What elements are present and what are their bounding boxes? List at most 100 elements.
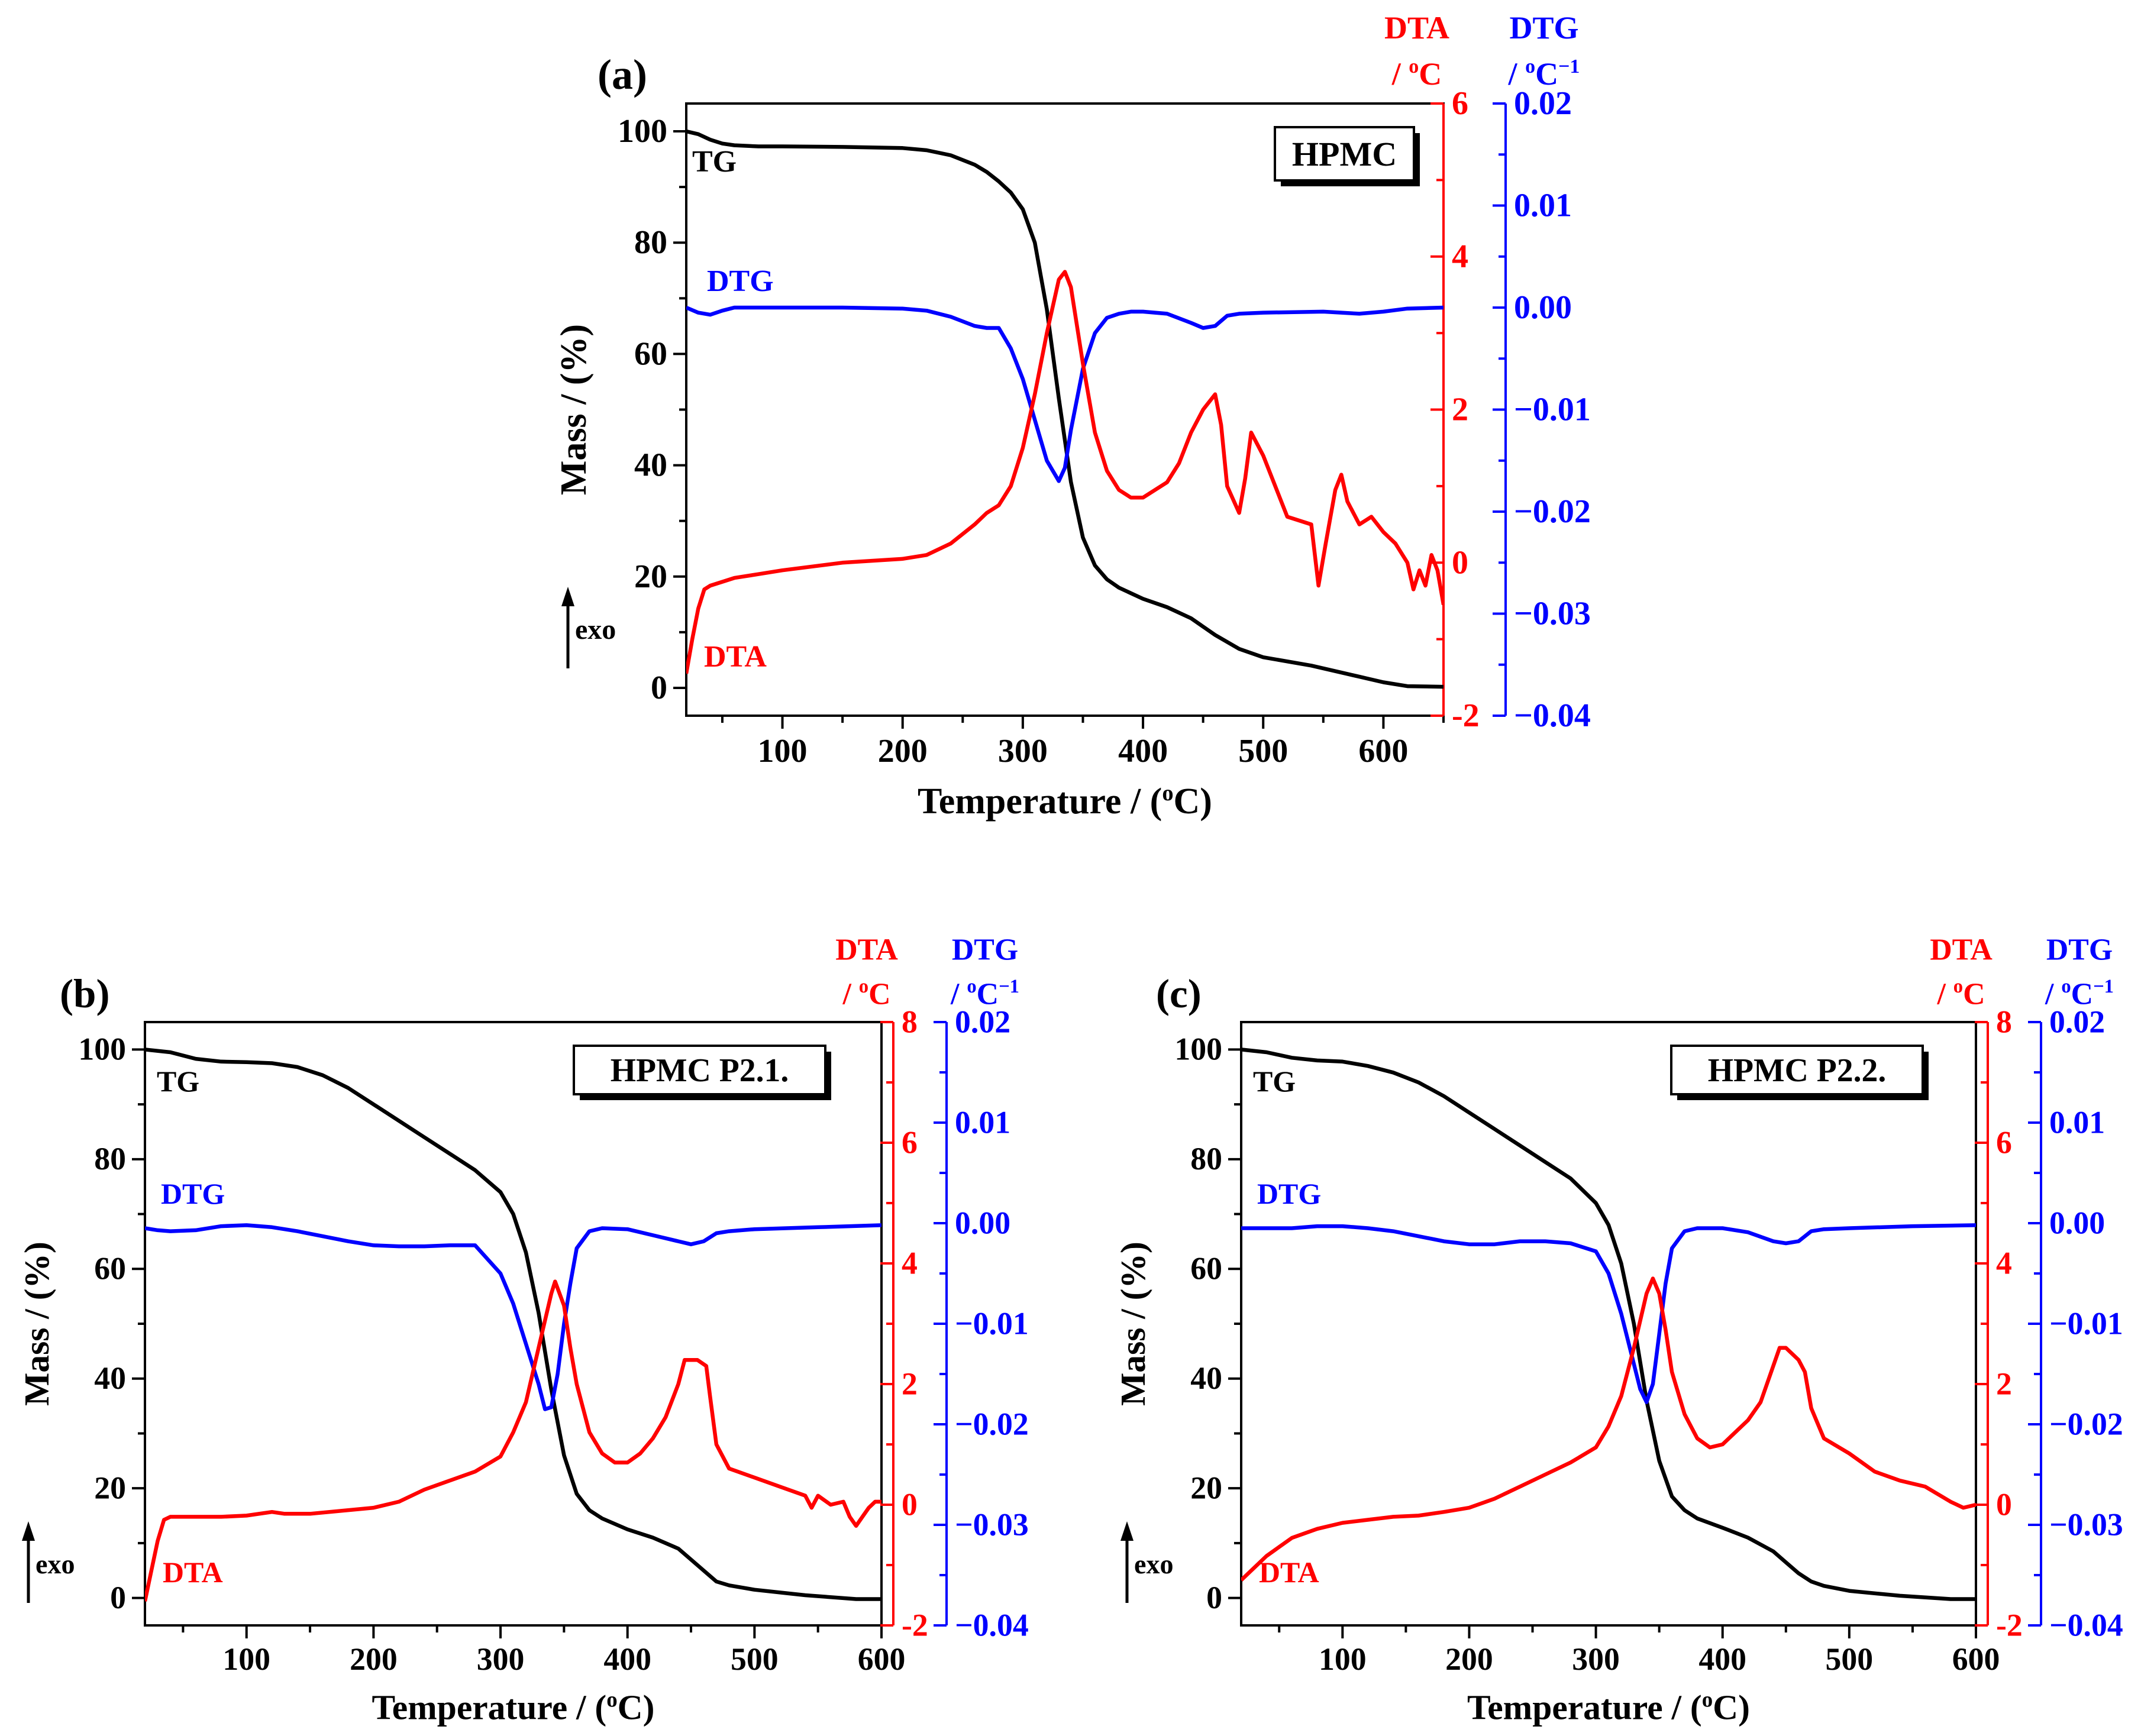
label-part: o (1409, 56, 1419, 77)
x-tick-label: 300 (998, 733, 1048, 770)
label-part: Temperature / ( (918, 781, 1162, 822)
dtg-curve-label: DTG (1257, 1178, 1321, 1210)
label-part: / (1508, 56, 1526, 92)
panel-tag: (c) (1156, 971, 1202, 1016)
dta-curve-label: DTA (163, 1556, 223, 1589)
x-tick-label: 500 (1238, 733, 1288, 770)
dtg-tick-label: 0.01 (1514, 187, 1572, 224)
dtg-curve (145, 1223, 881, 1411)
dtg-tick-label: −0.03 (2049, 1507, 2123, 1542)
dta-tick-label: 0 (902, 1486, 918, 1522)
dta-tick-label: 2 (1452, 392, 1468, 428)
dta-tick-label: 8 (902, 1004, 918, 1039)
dtg-axis-label: DTG (952, 933, 1018, 966)
dta-tick-label: 8 (1996, 1004, 2012, 1039)
dtg-tick-label: −0.01 (955, 1305, 1029, 1341)
dta-tick-label: 4 (902, 1245, 918, 1281)
mass-axis-label: Mass / (%) (17, 1242, 56, 1406)
dtg-curve (686, 305, 1444, 483)
label-part: o (2061, 976, 2071, 997)
label-part: o (1525, 56, 1535, 77)
panel-tag: (b) (60, 971, 109, 1016)
dtg-axis-unit: / oC−1 (1508, 56, 1580, 92)
chart-title: HPMC P2.1. (611, 1052, 789, 1089)
mass-tick-label: 60 (94, 1251, 126, 1286)
x-tick-label: 400 (1698, 1641, 1746, 1677)
tg-curve-label: TG (1253, 1065, 1296, 1098)
mass-tick-label: 0 (110, 1580, 126, 1615)
tg-curve (145, 1048, 881, 1601)
label-part: −1 (1558, 56, 1580, 77)
mass-tick-label: 20 (94, 1470, 126, 1505)
dta-curve (686, 270, 1444, 674)
x-tick-label: 400 (1118, 733, 1168, 770)
label-part: C) (618, 1687, 655, 1727)
tg-curve (686, 129, 1444, 689)
dtg-curve-label: DTG (161, 1178, 225, 1210)
x-tick-label: 300 (477, 1641, 525, 1677)
title-box (573, 1045, 826, 1095)
tg-curve-label: TG (157, 1065, 199, 1098)
dtg-tick-label: −0.01 (2049, 1305, 2123, 1341)
mass-tick-label: 40 (1190, 1360, 1222, 1396)
mass-tick-label: 40 (634, 447, 667, 484)
dtg-tick-label: 0.01 (955, 1104, 1010, 1140)
mass-tick-label: 100 (1174, 1032, 1222, 1067)
label-part: o (967, 976, 976, 997)
dta-axis-label: DTA (835, 933, 898, 966)
mass-tick-label: 40 (94, 1360, 126, 1396)
x-tick-label: 300 (1572, 1641, 1620, 1677)
label-part: / (950, 977, 967, 1011)
dta-tick-label: 6 (1996, 1124, 2012, 1160)
dta-tick-label: 0 (1452, 544, 1468, 581)
label-part: C) (1174, 781, 1212, 822)
x-axis-label: Temperature / (oC) (372, 1687, 655, 1727)
label-part: C (1535, 56, 1558, 92)
label-part: o (1162, 781, 1173, 806)
mass-tick-label: 60 (634, 335, 667, 372)
exo-arrow-head (561, 587, 574, 606)
mass-tick-label: 20 (634, 558, 667, 595)
dtg-axis-label: DTG (2046, 933, 2113, 966)
mass-tick-label: 20 (1190, 1470, 1222, 1505)
x-axis-label: Temperature / (oC) (918, 781, 1212, 822)
mass-tick-label: 80 (94, 1141, 126, 1176)
chart-title: HPMC P2.2. (1708, 1052, 1887, 1089)
dtg-tick-label: 0.02 (1514, 85, 1572, 122)
dta-axis-label: DTA (1384, 10, 1449, 46)
dtg-tick-label: −0.02 (2049, 1406, 2123, 1441)
dta-tick-label: 6 (1452, 85, 1468, 122)
mass-tick-label: 80 (634, 224, 667, 261)
label-part: / (1391, 56, 1409, 92)
label-part: −1 (999, 976, 1019, 997)
x-tick-label: 400 (603, 1641, 651, 1677)
chart-title: HPMC (1292, 135, 1397, 173)
x-tick-label: 500 (731, 1641, 779, 1677)
label-part: o (859, 976, 868, 997)
dtg-tick-label: 0.00 (2049, 1205, 2105, 1240)
dtg-axis-unit: / oC−1 (950, 976, 1019, 1011)
label-part: / (842, 977, 858, 1011)
exo-label: exo (1134, 1549, 1174, 1579)
exo-arrow-head (1120, 1521, 1134, 1541)
dtg-curve-label: DTG (707, 264, 774, 298)
dtg-tick-label: 0.02 (2049, 1004, 2105, 1039)
x-tick-label: 100 (1319, 1641, 1367, 1677)
mass-tick-label: 0 (651, 670, 667, 706)
tg-curve (1241, 1048, 1976, 1601)
x-tick-label: 600 (858, 1641, 906, 1677)
dta-tick-label: -2 (902, 1607, 928, 1643)
x-tick-label: 500 (1826, 1641, 1874, 1677)
label-part: o (1702, 1687, 1713, 1711)
label-part: o (606, 1687, 617, 1711)
dta-tick-label: 4 (1996, 1245, 2012, 1281)
exo-arrow-head (22, 1521, 35, 1541)
label-part: Temperature / ( (372, 1687, 607, 1727)
dtg-tick-label: −0.04 (1514, 697, 1591, 734)
x-tick-label: 200 (1445, 1641, 1493, 1677)
